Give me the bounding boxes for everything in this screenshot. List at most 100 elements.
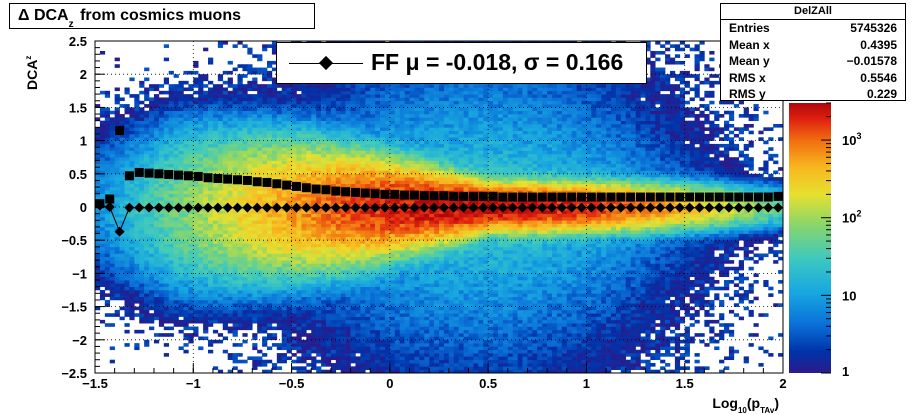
heatmap-cell xyxy=(129,316,135,321)
heatmap-cell xyxy=(301,250,307,254)
heatmap-cell xyxy=(271,366,278,370)
heatmap-cell xyxy=(291,216,297,221)
heatmap-cell xyxy=(375,336,381,341)
heatmap-cell xyxy=(139,329,145,334)
heatmap-cell xyxy=(198,220,204,224)
heatmap-cell xyxy=(375,296,381,301)
heatmap-cell xyxy=(380,363,386,367)
heatmap-cell xyxy=(222,286,228,291)
heatmap-cell xyxy=(380,130,386,135)
heatmap-cell xyxy=(173,316,179,321)
heatmap-cell xyxy=(375,326,381,331)
heatmap-cell xyxy=(247,137,253,141)
heatmap-cell xyxy=(237,359,243,364)
heatmap-cell xyxy=(340,233,346,238)
heatmap-cell xyxy=(370,333,376,337)
heatmap-cell xyxy=(242,87,248,92)
heatmap-cell xyxy=(139,220,145,224)
heatmap-cell xyxy=(380,243,386,248)
heatmap-cell xyxy=(365,140,371,145)
heatmap-cell xyxy=(345,127,351,131)
heatmap-cell xyxy=(267,326,273,331)
heatmap-cell xyxy=(296,236,302,241)
heatmap-cell xyxy=(380,293,386,297)
heatmap-cell xyxy=(119,207,125,211)
heatmap-cell xyxy=(306,170,312,175)
heatmap-cell xyxy=(158,104,165,108)
heatmap-cell xyxy=(217,197,224,201)
heatmap-cell xyxy=(232,280,238,284)
heatmap-cell xyxy=(252,366,258,370)
heatmap-cell xyxy=(153,107,160,112)
heatmap-cell xyxy=(208,130,214,135)
heatmap-cell xyxy=(158,323,165,327)
heatmap-cell xyxy=(149,127,155,131)
heatmap-cell xyxy=(340,157,346,161)
heatmap-cell xyxy=(237,77,243,82)
heatmap-cell xyxy=(153,253,160,258)
heatmap-cell xyxy=(203,276,209,281)
heatmap-cell xyxy=(267,153,273,158)
heatmap-cell xyxy=(129,223,135,228)
heatmap-cell xyxy=(286,273,292,278)
heatmap-cell xyxy=(247,323,253,327)
heatmap-cell xyxy=(301,223,307,228)
heatmap-cell xyxy=(370,309,376,314)
heatmap-cell xyxy=(217,167,224,171)
heatmap-cell xyxy=(178,104,184,108)
heatmap-cell xyxy=(99,157,106,161)
heatmap-cell xyxy=(188,260,194,264)
heatmap-cell xyxy=(335,110,342,115)
heatmap-cell xyxy=(325,286,332,291)
heatmap-cell xyxy=(119,290,125,294)
heatmap-cell xyxy=(158,110,165,115)
heatmap-cell xyxy=(114,273,120,278)
heatmap-cell xyxy=(188,160,194,165)
heatmap-cell xyxy=(296,147,302,151)
heatmap-cell xyxy=(203,143,209,148)
heatmap-cell xyxy=(267,260,273,264)
heatmap-cell xyxy=(193,246,199,251)
heatmap-cell xyxy=(237,243,243,248)
heatmap-cell xyxy=(375,349,381,354)
heatmap-cell xyxy=(311,243,317,248)
heatmap-cell xyxy=(340,359,346,364)
heatmap-cell xyxy=(252,213,258,218)
heatmap-cell xyxy=(375,223,381,228)
heatmap-cell xyxy=(203,273,209,278)
heatmap-cell xyxy=(355,220,361,224)
heatmap-cell xyxy=(99,110,106,115)
heatmap-cell xyxy=(267,87,273,92)
heatmap-cell xyxy=(129,193,135,198)
heatmap-cell xyxy=(360,273,366,278)
heatmap-cell xyxy=(124,296,130,301)
heatmap-cell xyxy=(360,256,366,261)
heatmap-cell xyxy=(242,97,248,102)
heatmap-cell xyxy=(360,220,366,224)
heatmap-cell xyxy=(144,187,150,191)
heatmap-cell xyxy=(296,87,302,92)
heatmap-cell xyxy=(198,230,204,234)
heatmap-cell xyxy=(257,256,263,261)
heatmap-cell xyxy=(252,303,258,307)
heatmap-cell xyxy=(380,273,386,278)
heatmap-cell xyxy=(193,180,199,185)
heatmap-cell xyxy=(375,240,381,244)
heatmap-cell xyxy=(173,319,179,324)
heatmap-cell xyxy=(252,84,258,88)
heatmap-cell xyxy=(144,210,150,214)
heatmap-cell xyxy=(158,240,165,244)
heatmap-cell xyxy=(149,110,155,115)
heatmap-cell xyxy=(227,263,233,268)
heatmap-cell xyxy=(281,309,287,314)
heatmap-cell xyxy=(173,200,179,204)
heatmap-cell xyxy=(144,110,150,115)
heatmap-cell xyxy=(183,97,189,102)
heatmap-cell xyxy=(355,173,361,178)
heatmap-cell xyxy=(286,339,292,344)
heatmap-cell xyxy=(340,363,346,367)
heatmap-cell xyxy=(203,283,209,287)
heatmap-cell xyxy=(306,200,312,204)
heatmap-cell xyxy=(208,339,214,344)
heatmap-cell xyxy=(183,323,189,327)
